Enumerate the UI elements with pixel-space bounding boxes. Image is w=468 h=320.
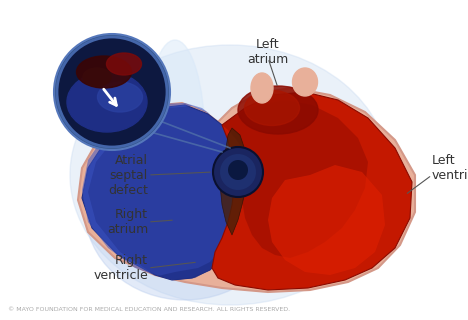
Ellipse shape [70,45,390,305]
Ellipse shape [244,91,300,125]
Circle shape [54,34,170,150]
Circle shape [57,37,167,147]
Ellipse shape [238,86,318,134]
Ellipse shape [292,68,317,96]
Text: © MAYO FOUNDATION FOR MEDICAL EDUCATION AND RESEARCH. ALL RIGHTS RESERVED.: © MAYO FOUNDATION FOR MEDICAL EDUCATION … [8,307,290,312]
Ellipse shape [145,40,205,240]
Ellipse shape [67,72,147,132]
Circle shape [220,154,256,190]
Text: Right
atrium: Right atrium [107,208,148,236]
Polygon shape [82,105,245,280]
Polygon shape [78,88,415,292]
Polygon shape [222,100,368,258]
Ellipse shape [107,53,141,75]
Ellipse shape [251,73,273,103]
Text: Atrial
septal
defect: Atrial septal defect [108,154,148,196]
Polygon shape [158,252,222,280]
Ellipse shape [76,56,132,88]
Ellipse shape [97,82,142,112]
Circle shape [213,147,263,197]
Text: Left
atrium: Left atrium [248,38,289,66]
Polygon shape [82,103,210,275]
Polygon shape [268,165,385,275]
Ellipse shape [83,68,111,86]
Circle shape [228,160,248,180]
Polygon shape [220,128,248,235]
Polygon shape [212,92,412,290]
Ellipse shape [85,120,285,300]
Text: Right
ventricle: Right ventricle [93,254,148,282]
Text: Left
ventricle: Left ventricle [432,154,468,182]
